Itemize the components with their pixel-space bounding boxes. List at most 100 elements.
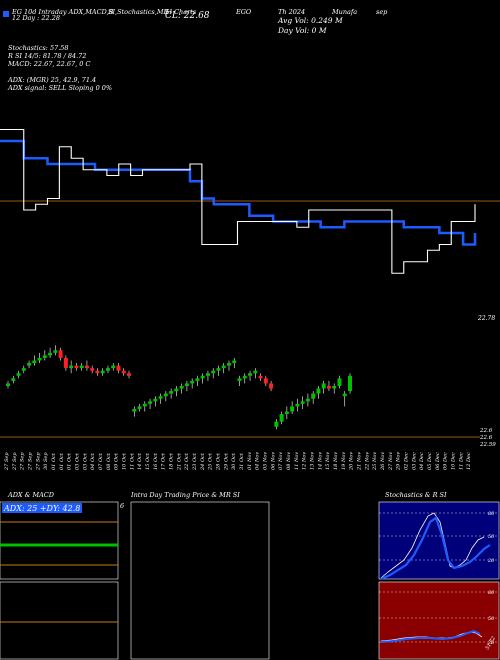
candle-body	[263, 378, 268, 384]
date-tick-label: 14 Oct	[137, 452, 143, 470]
date-tick-label: 24 Oct	[200, 452, 206, 471]
header-title-part: EG 10d Intraday ADX,MACD,B	[12, 8, 114, 16]
rsi-blue-line	[380, 629, 481, 643]
date-tick-label: 05 Dec	[427, 452, 433, 470]
date-tick-label: 03 Oct	[82, 452, 88, 470]
candle-body	[305, 398, 310, 402]
date-tick-label: 15 Nov	[325, 452, 331, 470]
date-tick-label: 21 Oct	[176, 452, 182, 471]
date-tick-label: 14 Nov	[317, 452, 323, 470]
date-tick-label: 31 Oct	[239, 452, 245, 470]
date-tick-label: 22 Nov	[364, 452, 370, 471]
date-tick-label: 30 Sep	[43, 452, 49, 470]
intraday-panel-box	[130, 501, 270, 660]
date-tick-label: 17 Oct	[161, 452, 167, 470]
date-tick-label: 18 Oct	[169, 452, 175, 470]
header-adx-signal: ADX signal: SELL Sloping 0 0%	[8, 84, 113, 92]
intraday-panel-title: Intra Day Trading Price & MR SI	[130, 491, 240, 499]
date-tick-label: 25 Nov	[372, 452, 378, 471]
candle-body	[237, 378, 242, 381]
date-tick-label: 28 Oct	[216, 452, 222, 471]
header-avg-vol: Avg Vol: 0.249 M	[278, 16, 343, 25]
header-title-part: SI Charts	[165, 8, 197, 16]
candle-body	[205, 373, 210, 376]
candle-body	[342, 393, 347, 397]
date-tick-label: 01 Oct	[59, 452, 65, 470]
candle-body	[290, 406, 295, 412]
candle-body	[69, 365, 74, 369]
candle-body	[295, 403, 300, 407]
date-tick-label: 12 Dec	[466, 452, 472, 470]
date-tick-label: 07 Nov	[278, 452, 284, 470]
date-tick-label: 25 Oct	[208, 452, 214, 471]
date-tick-label: 09 Dec	[443, 452, 449, 470]
candle-body	[116, 365, 121, 371]
candle-body	[132, 408, 137, 412]
date-tick-label: 02 Dec	[404, 452, 410, 470]
header-title-part: EGO	[236, 8, 252, 16]
candle-body	[74, 365, 79, 369]
candle-body	[58, 350, 63, 358]
candle-body	[321, 383, 326, 389]
date-tick-label: 26 Nov	[380, 452, 386, 471]
candle-body	[63, 357, 68, 369]
candle-body	[158, 396, 163, 399]
candle-body	[11, 378, 16, 381]
candle-body	[300, 401, 305, 404]
candle-body	[111, 365, 116, 369]
stoch-panel-title: Stochastics & R SI	[385, 491, 447, 499]
date-tick-label: 27 Sep	[4, 452, 10, 471]
adx-panel-box	[0, 501, 119, 580]
date-tick-label: 07 Oct	[98, 452, 104, 470]
candle-body	[253, 370, 258, 374]
stoch-d-line	[380, 516, 491, 581]
stoch-level-label: 80	[488, 511, 495, 517]
date-tick-label: 19 Nov	[341, 452, 347, 470]
date-tick-label: 29 Oct	[223, 452, 229, 471]
date-tick-label: 01 Oct	[67, 452, 73, 470]
date-tick-label: 06 Nov	[270, 452, 276, 470]
date-tick-label: 13 Nov	[310, 452, 316, 470]
candle-body	[232, 360, 237, 364]
date-tick-label: 11 Dec	[458, 452, 464, 470]
candle-body	[48, 352, 53, 356]
candle-body	[226, 363, 231, 366]
candle-body	[269, 383, 274, 389]
candle-body	[100, 370, 105, 374]
rsi-panel-box	[378, 581, 500, 660]
date-tick-label: 04 Nov	[255, 452, 261, 470]
date-tick-label: 16 Oct	[153, 452, 159, 470]
rsi-level-label: 80	[488, 590, 495, 596]
adx-value-bg	[2, 503, 82, 513]
candle-body	[6, 383, 10, 386]
date-tick-label: 10 Oct	[122, 452, 128, 470]
candle-body	[121, 370, 126, 374]
date-tick-label: 27 Sep	[20, 452, 26, 471]
candle-body	[190, 380, 195, 384]
candle-body	[332, 386, 337, 389]
adx-panel-title: ADX & MACD	[7, 491, 55, 499]
date-tick-label: 12 Nov	[302, 452, 308, 470]
header-macd: MACD: 22.67, 22.67, 0 C	[8, 60, 91, 68]
stoch-k-line	[380, 512, 485, 579]
candle-body	[32, 360, 37, 364]
candle-body	[169, 391, 174, 394]
header-title-part: Munafa	[332, 8, 358, 16]
date-tick-label: 08 Oct	[106, 452, 112, 470]
candle-body	[148, 401, 153, 404]
date-tick-label: 01 Nov	[247, 452, 253, 470]
candle-body	[348, 375, 352, 392]
price-axis-label: 22.78	[477, 315, 495, 322]
candle-body	[242, 375, 247, 379]
candle-body	[137, 406, 142, 409]
candle-body	[179, 386, 184, 389]
candle-body	[174, 388, 179, 392]
date-tick-label: 29 Nov	[396, 452, 402, 471]
header-adx: ADX: (MGR) 25, 42.9, 71.4	[8, 76, 97, 84]
date-tick-label: 21 Nov	[357, 452, 363, 471]
date-tick-label: 10 Dec	[451, 452, 457, 470]
header-title-part: sep	[376, 8, 388, 16]
adx-side-label: 6	[120, 502, 124, 510]
candle-axis-label: 22.6	[479, 435, 493, 441]
